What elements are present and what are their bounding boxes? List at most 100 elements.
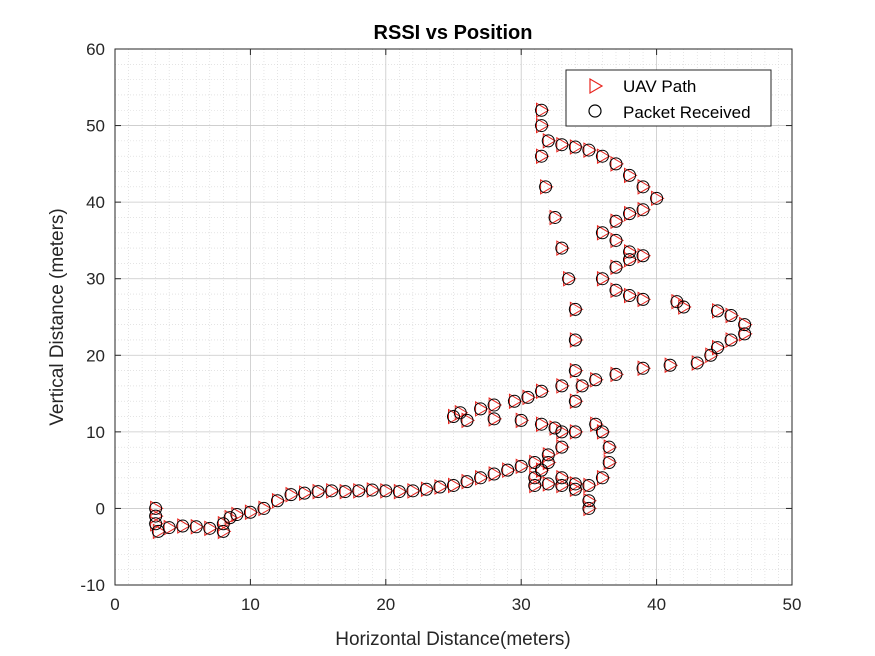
- uav-path-marker: [454, 404, 469, 421]
- uav-path-marker: [312, 483, 327, 500]
- packet-received-marker: [623, 207, 637, 221]
- packet-received-marker: [568, 364, 582, 378]
- x-tick-label: 20: [376, 595, 395, 614]
- uav-path-marker: [542, 476, 557, 492]
- packet-received-marker: [176, 519, 190, 533]
- uav-path-marker: [339, 483, 354, 500]
- packet-received-marker: [257, 501, 271, 515]
- packet-received-marker: [162, 521, 176, 535]
- y-tick-label: 60: [86, 40, 105, 59]
- uav-path-marker: [190, 518, 205, 535]
- uav-path-marker: [542, 446, 557, 463]
- uav-path-marker: [150, 515, 164, 532]
- packet-received-marker: [555, 241, 569, 255]
- packet-received-marker: [447, 478, 460, 492]
- uav-path-marker: [285, 486, 300, 503]
- packet-received-marker: [149, 517, 163, 531]
- x-tick-label: 40: [647, 595, 666, 614]
- packet-received-marker: [609, 367, 623, 381]
- packet-received-marker: [541, 477, 555, 491]
- uav-path-marker: [569, 423, 584, 440]
- uav-path-marker: [610, 366, 624, 383]
- uav-path-marker: [583, 492, 597, 509]
- uav-path-marker: [488, 397, 503, 413]
- packet-received-marker: [406, 484, 420, 498]
- uav-path-marker: [488, 466, 503, 482]
- packet-received-marker: [311, 485, 325, 499]
- uav-path-marker: [637, 360, 652, 377]
- packet-received-marker: [453, 406, 467, 420]
- uav-path-marker: [536, 102, 550, 119]
- packet-received-marker: [230, 508, 244, 522]
- minor-grid: [115, 49, 792, 585]
- packet-received-marker: [189, 520, 203, 534]
- packet-received-marker: [663, 358, 677, 372]
- uav-path-marker: [610, 155, 624, 172]
- uav-path-marker: [475, 469, 489, 486]
- x-tick-label: 0: [110, 595, 119, 614]
- uav-path-marker: [393, 483, 408, 500]
- packet-received-marker: [738, 327, 752, 341]
- uav-path-marker: [712, 339, 726, 356]
- packet-received-marker: [609, 233, 623, 247]
- uav-path-marker: [569, 139, 584, 155]
- packet-received-marker: [487, 412, 501, 426]
- packet-received-marker: [582, 478, 596, 492]
- uav-path-marker: [603, 454, 618, 471]
- uav-path-marker: [353, 482, 367, 499]
- packet-received-marker: [609, 214, 623, 228]
- uav-path-marker: [434, 479, 448, 495]
- packet-received-marker: [568, 140, 582, 154]
- uav-path-marker: [610, 213, 624, 230]
- x-tick-label: 50: [783, 595, 802, 614]
- uav-path-marker: [549, 209, 564, 226]
- uav-path-marker: [420, 481, 435, 498]
- uav-path-marker: [407, 482, 421, 499]
- uav-path-marker: [705, 347, 719, 364]
- packet-received-marker: [555, 379, 569, 393]
- uav-path-marker: [596, 423, 611, 440]
- chart-title: RSSI vs Position: [374, 22, 533, 44]
- uav-path-marker: [569, 301, 584, 318]
- uav-path-marker: [637, 178, 652, 195]
- packet-received-marker: [568, 333, 582, 347]
- series-uav-path: [150, 102, 753, 540]
- uav-path-marker: [244, 504, 259, 521]
- packet-received-marker: [602, 440, 616, 454]
- legend-circle-marker: [588, 104, 602, 118]
- packet-received-marker: [535, 103, 549, 117]
- packet-received-marker: [514, 413, 528, 427]
- packet-received-marker: [738, 318, 752, 332]
- uav-path-marker: [217, 523, 232, 540]
- packet-received-marker: [243, 505, 257, 519]
- packet-received-marker: [582, 494, 596, 508]
- uav-path-marker: [556, 469, 570, 486]
- packet-received-marker: [216, 524, 230, 538]
- packet-received-marker: [528, 471, 542, 485]
- packet-received-marker: [270, 494, 284, 508]
- uav-path-marker: [366, 482, 381, 498]
- uav-path-marker: [610, 282, 624, 299]
- uav-path-marker: [624, 167, 638, 184]
- uav-path-marker: [177, 518, 191, 534]
- packet-received-marker: [487, 467, 501, 481]
- packet-received-marker: [352, 484, 366, 498]
- packet-received-marker: [595, 149, 609, 163]
- x-tick-label: 10: [241, 595, 260, 614]
- uav-path-marker: [576, 378, 591, 394]
- uav-path-marker: [610, 232, 624, 249]
- uav-path-marker: [299, 485, 313, 501]
- packet-received-marker: [539, 180, 553, 194]
- uav-path-marker: [163, 519, 178, 536]
- tick-labels: 0 10 20 30 40 50 -10 0 10 20 30 40 50 60: [80, 40, 801, 614]
- packet-received-marker: [677, 300, 691, 314]
- legend: UAV Path Packet Received: [565, 69, 772, 127]
- uav-path-marker: [556, 477, 570, 494]
- y-tick-label: -10: [80, 576, 105, 595]
- packet-received-marker: [149, 501, 163, 515]
- legend-label-packet-received: Packet Received: [623, 103, 751, 122]
- packet-received-marker: [636, 292, 650, 306]
- y-tick-label: 20: [86, 346, 105, 365]
- legend-box: [565, 69, 772, 127]
